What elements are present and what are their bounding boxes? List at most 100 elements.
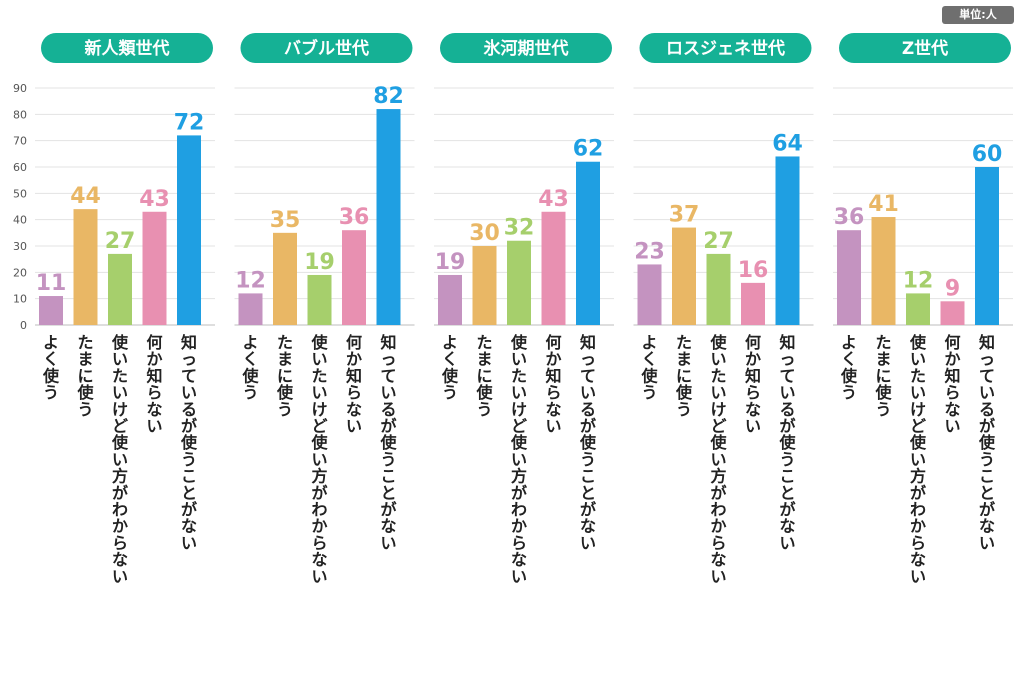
bar (741, 282, 765, 325)
generation-title: ロスジェネ世代 (666, 38, 785, 59)
bar (438, 274, 462, 325)
bar-value-label: 36 (339, 205, 370, 230)
bar-value-label: 19 (435, 250, 466, 275)
bar (541, 211, 566, 325)
generation-title: 新人類世代 (85, 38, 170, 59)
y-tick-label: 80 (13, 108, 27, 121)
category-label: 知っているが使うことがない (778, 333, 796, 552)
category-label: 何か知らない (545, 333, 561, 436)
bar-value-label: 16 (738, 258, 769, 283)
bar-value-label: 32 (504, 216, 535, 241)
category-label: 何か知らない (146, 333, 162, 436)
y-tick-label: 70 (13, 135, 27, 148)
panel-5: Z世代 36 よく使う 41 たまに使う 12 使いたいけど使い方がわからない 9 何か知らない… (833, 33, 1013, 586)
category-label: たまに使う (874, 333, 892, 419)
bar-value-label: 37 (669, 203, 700, 228)
bar (507, 240, 531, 325)
y-tick-label: 30 (13, 240, 27, 253)
panel-2: バブル世代 12 よく使う 35 たまに使う 19 使いたいけど使い方がわからない 36 何か知… (234, 33, 415, 586)
bar-value-label: 64 (772, 131, 803, 156)
y-tick-label: 0 (20, 319, 27, 332)
bar-value-label: 11 (36, 271, 67, 296)
panel-4: ロスジェネ世代 23 よく使う 37 たまに使う 27 使いたいけど使い方がわからない 16 何… (633, 33, 814, 586)
bar-value-label: 27 (703, 229, 734, 254)
bar (39, 296, 63, 325)
bar-value-label: 41 (868, 192, 899, 217)
bar (637, 264, 662, 325)
bar (871, 217, 896, 325)
y-tick-label: 40 (13, 214, 27, 227)
bar (238, 293, 263, 325)
category-label: たまに使う (276, 333, 294, 419)
category-label: 何か知らない (944, 333, 960, 436)
bar (307, 274, 332, 325)
generation-title: Z世代 (902, 38, 948, 59)
bar (177, 135, 201, 325)
category-label: たまに使う (475, 333, 493, 419)
category-label: 使いたいけど使い方がわからない (111, 333, 129, 586)
unit-label: 単位:人 (942, 6, 1014, 24)
bar (672, 227, 696, 325)
category-label: 使いたいけど使い方がわからない (310, 333, 328, 586)
category-label: よく使う (42, 333, 60, 402)
bar-value-label: 60 (972, 142, 1003, 167)
bar (472, 246, 497, 325)
category-label: 何か知らない (745, 333, 761, 436)
y-tick-label: 90 (13, 82, 27, 95)
category-label: 知っているが使うことがない (379, 333, 397, 552)
bar-value-label: 62 (573, 137, 604, 162)
category-label: よく使う (441, 333, 459, 402)
bar-value-label: 12 (903, 268, 934, 293)
generation-title: 氷河期世代 (484, 38, 569, 59)
bar-value-label: 35 (270, 208, 301, 233)
bar (837, 230, 861, 325)
category-label: よく使う (241, 333, 259, 402)
bar (906, 293, 930, 325)
category-label: たまに使う (76, 333, 94, 419)
bar-value-label: 72 (174, 110, 205, 135)
y-tick-label: 50 (13, 187, 27, 200)
bar (342, 230, 366, 325)
y-tick-label: 20 (13, 266, 27, 279)
bar-value-label: 30 (469, 221, 500, 246)
category-label: 使いたいけど使い方がわからない (709, 333, 727, 586)
generation-badge (440, 33, 612, 63)
generation-badge (839, 33, 1011, 63)
y-tick-label: 10 (13, 293, 27, 306)
generation-badge (240, 33, 413, 63)
bar (706, 253, 731, 325)
bar (273, 232, 297, 325)
category-label: 使いたいけど使い方がわからない (909, 333, 927, 586)
category-label: 知っているが使うことがない (180, 333, 198, 552)
bar (775, 156, 800, 325)
bar-value-label: 23 (634, 239, 665, 264)
y-tick-label: 60 (13, 161, 27, 174)
category-label: 知っているが使うことがない (579, 333, 597, 552)
bar-value-label: 43 (538, 187, 569, 212)
bar-value-label: 43 (139, 187, 170, 212)
bar-value-label: 82 (373, 84, 404, 109)
bar-value-label: 36 (834, 205, 865, 230)
bar (940, 301, 965, 325)
bar-value-label: 27 (105, 229, 136, 254)
bar (376, 109, 401, 325)
category-label: 知っているが使うことがない (978, 333, 996, 552)
bar (108, 253, 132, 325)
bar (576, 161, 600, 325)
bar-value-label: 44 (70, 184, 101, 209)
category-label: よく使う (840, 333, 858, 402)
category-label: たまに使う (675, 333, 693, 419)
bar (73, 209, 98, 325)
category-label: よく使う (640, 333, 658, 402)
bar-value-label: 9 (945, 276, 960, 301)
panel-1: 新人類世代 11 よく使う 44 たまに使う 27 使いたいけど使い方がわからない 43 何か知… (35, 33, 215, 586)
bar-value-label: 19 (304, 250, 335, 275)
category-label: 何か知らない (346, 333, 362, 436)
bar (142, 211, 167, 325)
generation-badge (41, 33, 213, 63)
bar-value-label: 12 (235, 268, 266, 293)
bar (975, 167, 999, 325)
generation-title: バブル世代 (284, 38, 369, 59)
generation-badge (639, 33, 812, 63)
